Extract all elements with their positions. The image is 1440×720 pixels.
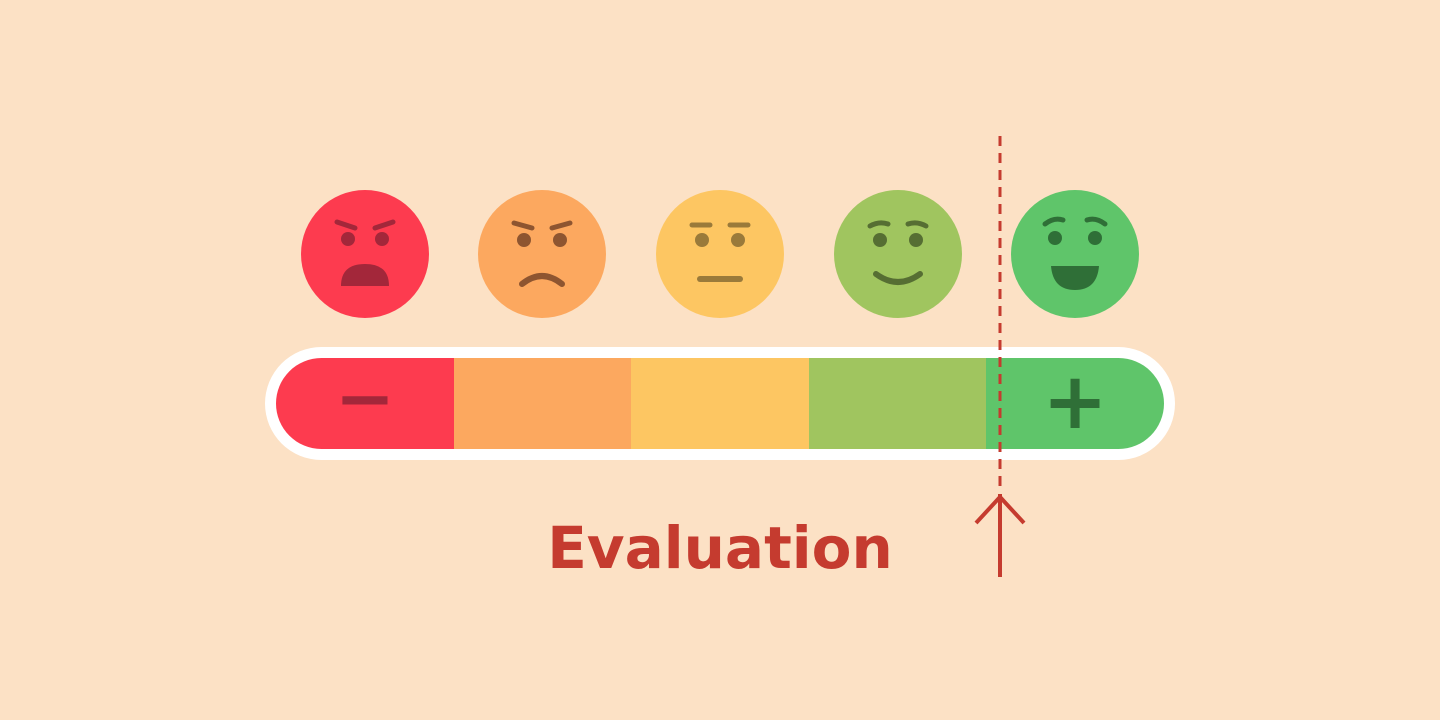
scale-segment-4[interactable] — [809, 358, 987, 449]
scale-segment-5[interactable] — [986, 358, 1164, 449]
smiling-face-icon[interactable] — [834, 190, 962, 318]
angry-face-icon[interactable] — [301, 190, 429, 318]
neutral-face-icon[interactable] — [656, 190, 784, 318]
scale-segment-1[interactable] — [276, 358, 454, 449]
marker-arrow-icon — [974, 494, 1026, 577]
plus-symbol: + — [1042, 357, 1107, 447]
scale-segment-3[interactable] — [631, 358, 809, 449]
minus-symbol: − — [335, 356, 395, 440]
annoyed-face-icon[interactable] — [478, 190, 606, 318]
evaluation-label: Evaluation — [547, 514, 893, 582]
happy-face-icon[interactable] — [1011, 190, 1139, 318]
scale-segment-2[interactable] — [454, 358, 632, 449]
